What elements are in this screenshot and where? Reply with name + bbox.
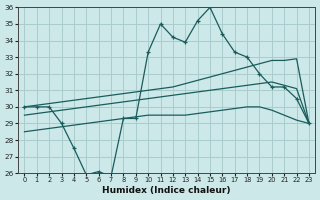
X-axis label: Humidex (Indice chaleur): Humidex (Indice chaleur): [102, 186, 231, 195]
